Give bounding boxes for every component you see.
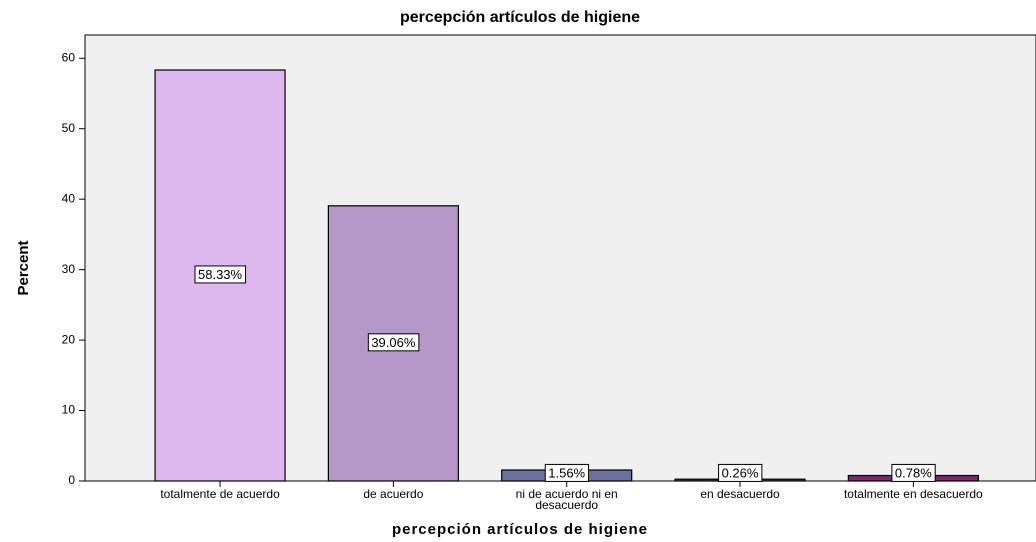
value-label: 58.33% — [198, 267, 243, 282]
x-tick-label: en desacuerdo — [700, 487, 780, 501]
value-label: 0.78% — [895, 465, 932, 480]
y-tick-label: 20 — [62, 332, 76, 346]
x-tick-label: de acuerdo — [363, 487, 424, 501]
value-label: 39.06% — [371, 335, 416, 350]
value-label-box — [544, 463, 590, 482]
value-label-box — [891, 463, 936, 482]
x-tick-label: totalmente en desacuerdo — [843, 487, 983, 501]
y-axis-title: Percent — [15, 240, 32, 295]
value-label: 1.56% — [548, 465, 585, 480]
chart-title: percepción artículos de higiene — [400, 9, 640, 26]
value-label-box — [367, 333, 420, 352]
value-label-box — [718, 463, 763, 482]
y-tick-label: 60 — [62, 50, 76, 64]
y-tick-label: 30 — [62, 262, 76, 276]
value-label-box — [194, 265, 247, 284]
x-axis-title: percepción artículos de higiene — [392, 521, 648, 538]
x-tick-label: ni de acuerdo ni en desacuerdo — [515, 487, 618, 512]
value-label: 0.26% — [722, 465, 759, 480]
y-tick-label: 40 — [62, 191, 76, 205]
y-tick-label: 50 — [62, 121, 76, 135]
y-tick-label: 10 — [62, 403, 76, 417]
y-tick-label: 0 — [68, 473, 75, 487]
x-tick-label: totalmente de acuerdo — [160, 487, 280, 501]
